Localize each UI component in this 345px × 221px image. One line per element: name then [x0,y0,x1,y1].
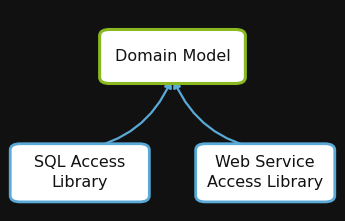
Text: SQL Access
Library: SQL Access Library [34,155,125,190]
FancyBboxPatch shape [10,144,149,202]
FancyBboxPatch shape [196,144,335,202]
Text: Web Service
Access Library: Web Service Access Library [207,155,323,190]
FancyBboxPatch shape [100,29,245,84]
Text: Domain Model: Domain Model [115,49,230,64]
